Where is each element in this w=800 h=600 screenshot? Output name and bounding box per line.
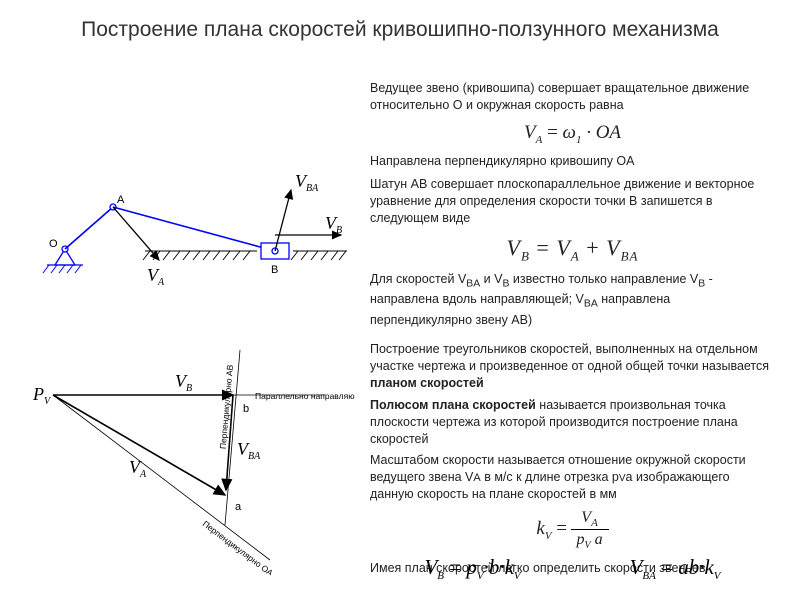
formula-VBA-final: VBA = ab·kV <box>630 555 721 582</box>
vector-VBA <box>275 190 291 251</box>
para-4: Для скоростей VBA и VB известно только н… <box>370 271 775 329</box>
label-plan-VBA: VBA <box>237 439 261 462</box>
label-A: A <box>117 194 125 206</box>
formula-kv: kV = VA pV a <box>370 509 775 552</box>
label-perp-OA: Перпендикулярно ОА <box>201 519 275 575</box>
bottom-formula-row: VB = pV·b·kV VBA = ab·kV <box>370 555 775 582</box>
para-7: Масштабом скорости называется отношение … <box>370 452 775 503</box>
formula-VA: VA = ω1 · OA <box>370 120 775 148</box>
label-Pv: PV <box>32 384 52 407</box>
para-5: Построение треугольников скоростей, выпо… <box>370 341 775 392</box>
label-VBA: VBA <box>295 171 319 194</box>
formula-VB: VB = VA + VBA <box>370 233 775 265</box>
label-plan-VA: VA <box>129 457 147 480</box>
label-VA: VA <box>147 265 165 288</box>
label-B: B <box>271 264 278 276</box>
link-AB <box>113 207 275 251</box>
formula-VB-final: VB = pV·b·kV <box>424 555 520 582</box>
page-title: Построение плана скоростей кривошипно-по… <box>40 18 760 42</box>
vector-plan-VA <box>53 395 225 495</box>
velocity-plan-diagram: PV b VB a VA VBA Перпендикулярно АВ Пара… <box>25 345 355 575</box>
label-plan-VB: VB <box>175 371 192 394</box>
para-1: Ведущее звено (кривошипа) совершает вращ… <box>370 80 775 114</box>
ground-pivot-O <box>43 246 83 273</box>
label-VB: VB <box>325 213 342 236</box>
vector-VA <box>113 207 159 260</box>
para-3: Шатун AB совершает плоскопараллельное дв… <box>370 176 775 227</box>
text-column: Ведущее звено (кривошипа) совершает вращ… <box>370 80 775 583</box>
para-2: Направлена перпендикулярно кривошипу OA <box>370 153 775 170</box>
mechanism-diagram: O A B <box>25 165 355 300</box>
para-6: Полюсом плана скоростей называется произ… <box>370 397 775 448</box>
label-O: O <box>49 238 58 250</box>
slide: Построение плана скоростей кривошипно-по… <box>0 0 800 600</box>
guide-perp-OA <box>53 395 270 560</box>
slider-guide <box>143 251 347 260</box>
label-b: b <box>243 403 249 415</box>
link-OA <box>65 207 113 249</box>
label-a: a <box>235 501 242 513</box>
label-par-guide: Параллельно направляющей <box>255 391 355 401</box>
